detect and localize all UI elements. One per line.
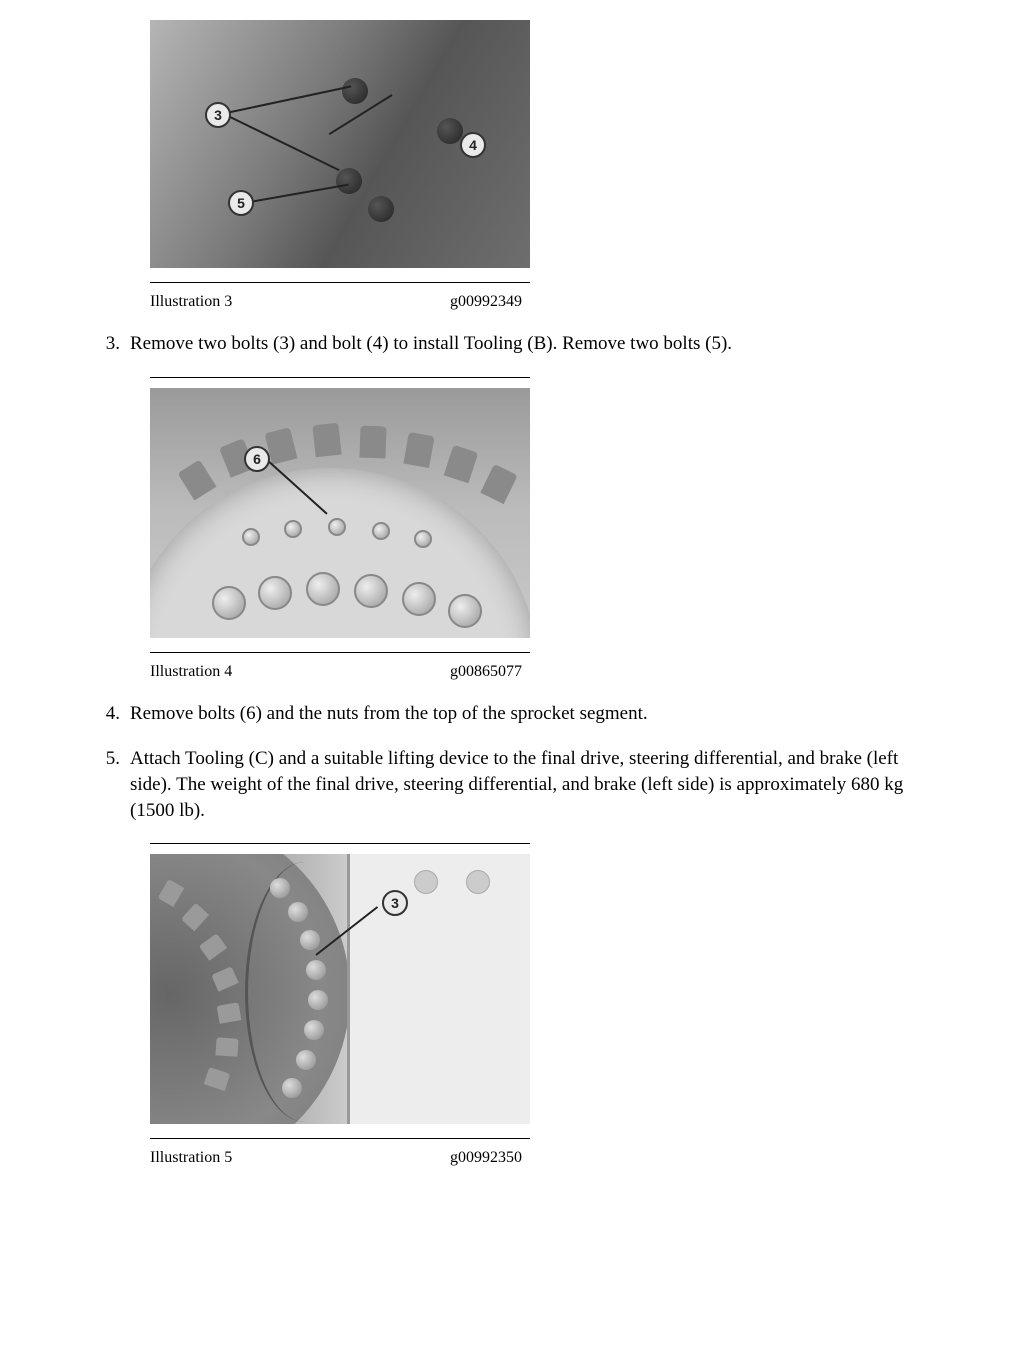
figure-rule [150, 843, 530, 844]
step-3: 3. Remove two bolts (3) and bolt (4) to … [60, 331, 964, 357]
sprocket-tooth [403, 432, 434, 468]
callout-6: 6 [244, 446, 270, 472]
figure-5-caption: Illustration 5 g00992350 [150, 1149, 530, 1167]
figure-caption-right: g00865077 [336, 663, 530, 681]
figure-rule [150, 377, 530, 378]
sprocket-bolt [258, 576, 292, 610]
figure-3-caption: Illustration 3 g00992349 [150, 293, 530, 311]
sprocket-bolt [242, 528, 260, 546]
callout-5: 5 [228, 190, 254, 216]
sprocket-bolt [372, 522, 390, 540]
fig3-bolt [342, 78, 368, 104]
step-list: 3. Remove two bolts (3) and bolt (4) to … [60, 331, 964, 357]
step-text: Remove two bolts (3) and bolt (4) to ins… [130, 331, 964, 357]
housing [347, 854, 530, 1124]
sprocket-bolt [328, 518, 346, 536]
step-5: 5. Attach Tooling (C) and a suitable lif… [60, 746, 964, 823]
sprocket-tooth [177, 459, 216, 500]
sprocket-tooth [444, 444, 479, 482]
step-text: Attach Tooling (C) and a suitable liftin… [130, 746, 964, 823]
figure-caption-left: Illustration 3 [150, 293, 336, 311]
fig3-bolt [336, 168, 362, 194]
leader-line [226, 85, 352, 114]
leader-line [226, 114, 340, 171]
sprocket-tooth [312, 422, 341, 457]
callout-3: 3 [205, 102, 231, 128]
step-number: 4. [60, 701, 130, 727]
callout-label: 4 [469, 137, 477, 153]
figure-caption-right: g00992350 [336, 1149, 530, 1167]
sprocket-tooth [215, 1037, 238, 1056]
callout-label: 5 [237, 195, 245, 211]
figure-caption-right: g00992349 [336, 293, 530, 311]
sprocket-bolt [354, 574, 388, 608]
figure-3-image: 3 4 5 [150, 20, 530, 268]
figure-caption-left: Illustration 5 [150, 1149, 336, 1167]
fig3-bolt [437, 118, 463, 144]
leader-line [250, 184, 349, 203]
figure-4-caption: Illustration 4 g00865077 [150, 663, 530, 681]
sprocket-bolt [402, 582, 436, 616]
housing-bolt [414, 870, 438, 894]
fig3-bolt [368, 196, 394, 222]
callout-label: 6 [253, 451, 261, 467]
figure-rule [150, 282, 530, 283]
figure-4-block: 6 Illustration 4 g00865077 [150, 377, 964, 681]
sprocket-bolt [212, 586, 246, 620]
flange [245, 862, 368, 1122]
callout-label: 3 [391, 895, 399, 911]
figure-3-block: 3 4 5 Illustration 3 g00992349 [150, 20, 964, 311]
step-number: 3. [60, 331, 130, 357]
step-4: 4. Remove bolts (6) and the nuts from th… [60, 701, 964, 727]
figure-5-image: 3 [150, 854, 530, 1124]
sprocket-bolt [284, 520, 302, 538]
sprocket-bolt [306, 572, 340, 606]
housing-bolt [466, 870, 490, 894]
sprocket-tooth [480, 464, 517, 504]
figure-rule [150, 1138, 530, 1139]
callout-4: 4 [460, 132, 486, 158]
callout-label: 3 [214, 107, 222, 123]
step-number: 5. [60, 746, 130, 823]
figure-rule [150, 652, 530, 653]
step-list: 4. Remove bolts (6) and the nuts from th… [60, 701, 964, 824]
sprocket-bolt [414, 530, 432, 548]
sprocket-bolt [448, 594, 482, 628]
figure-caption-left: Illustration 4 [150, 663, 336, 681]
figure-4-image: 6 [150, 388, 530, 638]
step-text: Remove bolts (6) and the nuts from the t… [130, 701, 964, 727]
figure-5-block: 3 Illustration 5 g00992350 [150, 843, 964, 1167]
sprocket-tooth [359, 425, 386, 458]
